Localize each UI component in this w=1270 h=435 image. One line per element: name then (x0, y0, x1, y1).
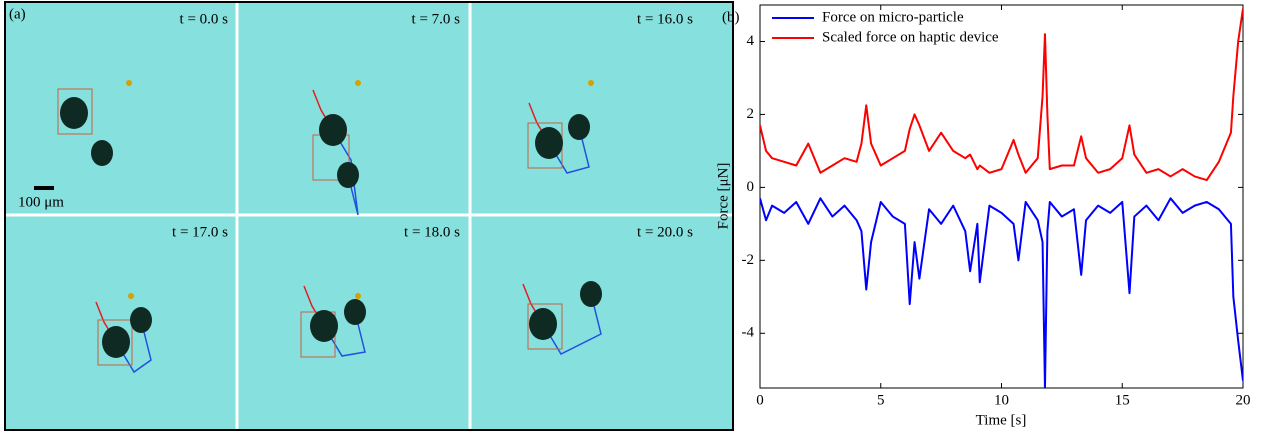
x-tick-label: 0 (756, 392, 764, 408)
time-label: t = 17.0 s (172, 224, 228, 240)
plot-area (759, 4, 1244, 389)
yellow-marker (588, 80, 594, 86)
x-tick-label: 15 (1115, 392, 1130, 408)
x-axis-label: Time [s] (976, 412, 1027, 428)
panel-label: (b) (722, 9, 740, 25)
selection-box (527, 303, 563, 350)
particle (102, 326, 130, 358)
x-tick-label: 10 (994, 392, 1009, 408)
time-label: t = 0.0 s (180, 11, 229, 27)
data-line (760, 8, 1243, 182)
time-label: t = 7.0 s (412, 11, 461, 27)
particle (535, 127, 563, 159)
legend-label: Force on micro-particle (822, 9, 964, 25)
particle (337, 162, 359, 188)
particle (91, 140, 113, 166)
particle (130, 307, 152, 333)
particle (319, 114, 347, 146)
particle (568, 114, 590, 140)
blue-trail (542, 293, 602, 355)
y-tick-label: -2 (742, 252, 755, 268)
blue-trail (332, 129, 359, 216)
time-label: t = 16.0 s (637, 11, 693, 27)
particle (529, 308, 557, 340)
y-tick-label: 4 (747, 33, 755, 49)
y-tick-label: 2 (747, 106, 755, 122)
particle (344, 299, 366, 325)
particle (580, 281, 602, 307)
data-line (760, 197, 1243, 388)
yellow-marker (126, 80, 132, 86)
blue-trail (548, 126, 590, 174)
x-tick-label: 20 (1236, 392, 1251, 408)
time-label: t = 20.0 s (637, 224, 693, 240)
particle (60, 97, 88, 129)
blue-trail (323, 311, 366, 357)
scale-bar (34, 186, 54, 190)
panel-label: (a) (9, 6, 26, 22)
blue-trail (115, 319, 152, 374)
selection-box (57, 88, 93, 135)
photo-grid (4, 1, 734, 431)
legend-label: Scaled force on haptic device (822, 29, 999, 45)
y-axis-label: Force [μN] (715, 163, 731, 230)
yellow-marker (128, 293, 134, 299)
y-tick-label: -4 (742, 325, 755, 341)
particle (310, 310, 338, 342)
y-tick-label: 0 (747, 179, 755, 195)
x-tick-label: 5 (877, 392, 885, 408)
time-label: t = 18.0 s (404, 224, 460, 240)
yellow-marker (355, 80, 361, 86)
scale-label: 100 μm (18, 194, 64, 210)
yellow-marker (355, 293, 361, 299)
selection-box (97, 319, 133, 366)
